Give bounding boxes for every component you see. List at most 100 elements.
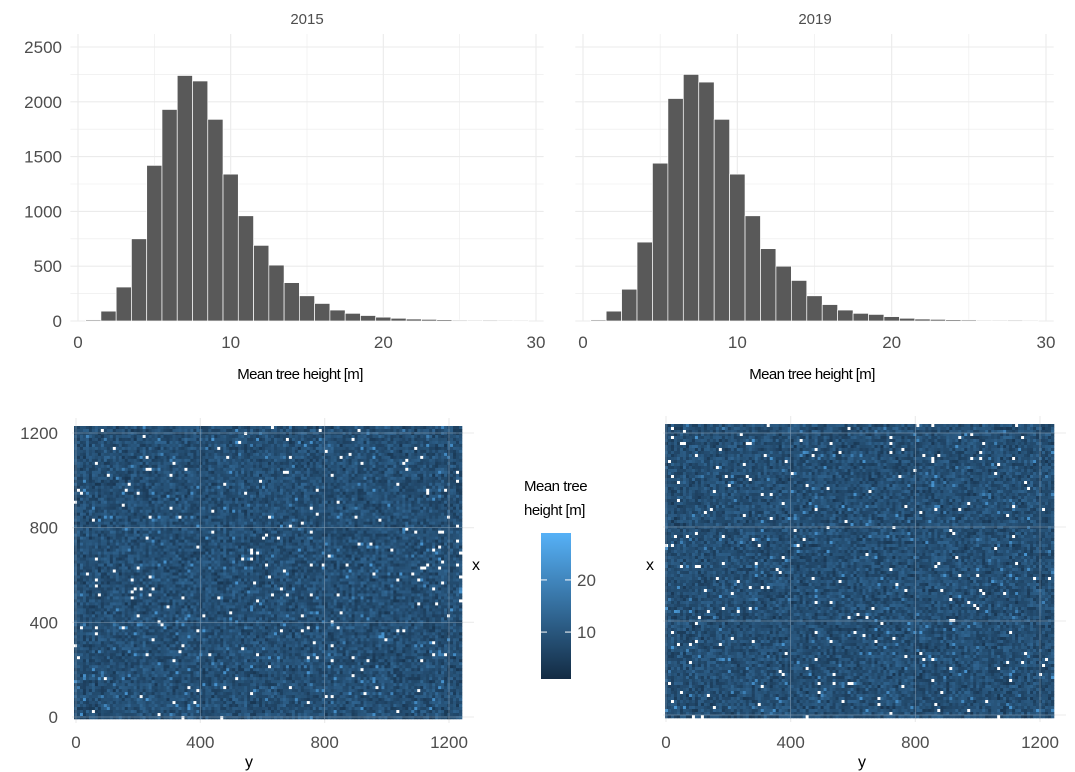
heatmap-cell [115,428,120,433]
heatmap-cell [115,431,120,436]
heatmap-cell [399,464,403,469]
heatmap-cell [312,449,317,454]
heatmap-cell [205,494,209,499]
heatmap-cell [148,497,152,502]
heatmap-cell [247,428,251,433]
heatmap-cell [282,524,287,528]
heatmap-cell [402,530,406,534]
heatmap-cell [154,461,158,466]
heatmap-cell [327,506,331,511]
heatmap-cell-empty [309,506,314,511]
heatmap-cell [339,464,343,469]
heatmap-cell [148,431,152,436]
heatmap-cell [190,467,194,472]
heatmap-cell [324,434,328,439]
heatmap-cell [139,494,143,499]
heatmap-cell [303,428,308,433]
heatmap-cell [151,446,155,451]
heatmap-cell [366,509,370,514]
heatmap-cell [426,440,430,445]
heatmap-cell [306,530,311,534]
heatmap-cell [318,485,323,490]
heatmap-cell [121,530,126,534]
heatmap-cell [330,515,334,519]
heatmap-cell [199,512,203,516]
heatmap-cell [309,524,314,528]
heatmap-cell [369,497,373,502]
heatmap-cell [103,473,108,478]
heatmap-cell [100,443,105,448]
heatmap-cell [360,515,364,519]
heatmap-cell [76,449,81,454]
heatmap-cell [408,509,412,514]
histogram-bar [960,319,977,322]
heatmap-cell [142,521,146,525]
heatmap-cell [154,426,158,430]
heatmap-cell [273,464,278,469]
y-tick-label: 1000 [24,202,62,221]
heatmap-cell [348,437,352,442]
heatmap-cell [399,440,403,445]
heatmap-cell [288,428,293,433]
heatmap-cell [109,449,114,454]
heatmap-cell [118,443,123,448]
heatmap-cell [429,530,433,534]
heatmap-cell [426,443,430,448]
heatmap-cell [279,527,284,531]
heatmap-cell [106,443,111,448]
heatmap-cell [223,446,227,451]
heatmap-cell [157,452,161,457]
heatmap-cell [294,437,299,442]
heatmap-cell [369,470,373,475]
heatmap-cell [268,509,272,514]
heatmap-cell [79,476,84,481]
heatmap-cell [279,491,284,496]
heatmap-cell [309,533,314,537]
heatmap-cell [256,464,260,469]
heatmap-cell [196,428,200,433]
heatmap-cell [235,455,239,460]
heatmap-cell [375,521,379,525]
heatmap-cell [235,521,239,525]
heatmap-cell [390,524,394,528]
heatmap-cell [270,446,275,451]
heatmap-cell [342,467,346,472]
heatmap-cell [259,509,263,514]
heatmap-cell [109,464,114,469]
heatmap-cell [151,464,155,469]
heatmap-cell [291,485,296,490]
heatmap-cell [157,479,161,484]
heatmap-cell [172,440,176,445]
heatmap-cell [411,467,415,472]
heatmap-cell [166,455,170,460]
heatmap-cell [259,431,263,436]
heatmap-cell [142,509,146,514]
heatmap-cell [193,449,197,454]
heatmap-cell [265,488,269,493]
heatmap-cell [369,515,373,519]
heatmap-cell [423,512,427,516]
heatmap-cell [396,431,400,436]
heatmap-cell [97,449,102,454]
heatmap-cell [214,440,218,445]
heatmap-cell [339,443,343,448]
heatmap-cell [202,536,206,540]
heatmap-cell [408,524,412,528]
heatmap-cell [262,449,266,454]
heatmap-cell [402,473,406,478]
heatmap-cell [91,461,96,466]
heatmap-cell [190,530,194,534]
heatmap-cell [300,491,305,496]
heatmap-cell [270,437,275,442]
heatmap-cell [85,533,90,537]
heatmap-cell [196,515,200,519]
heatmap-cell [220,464,224,469]
heatmap-cell [360,455,364,460]
heatmap-cell [74,428,78,433]
heatmap-cell [339,470,343,475]
heatmap-cell [193,458,197,463]
heatmap-cell [154,518,158,522]
heatmap-cell [402,479,406,484]
heatmap-cell [456,506,460,511]
heatmap-cell [91,452,96,457]
